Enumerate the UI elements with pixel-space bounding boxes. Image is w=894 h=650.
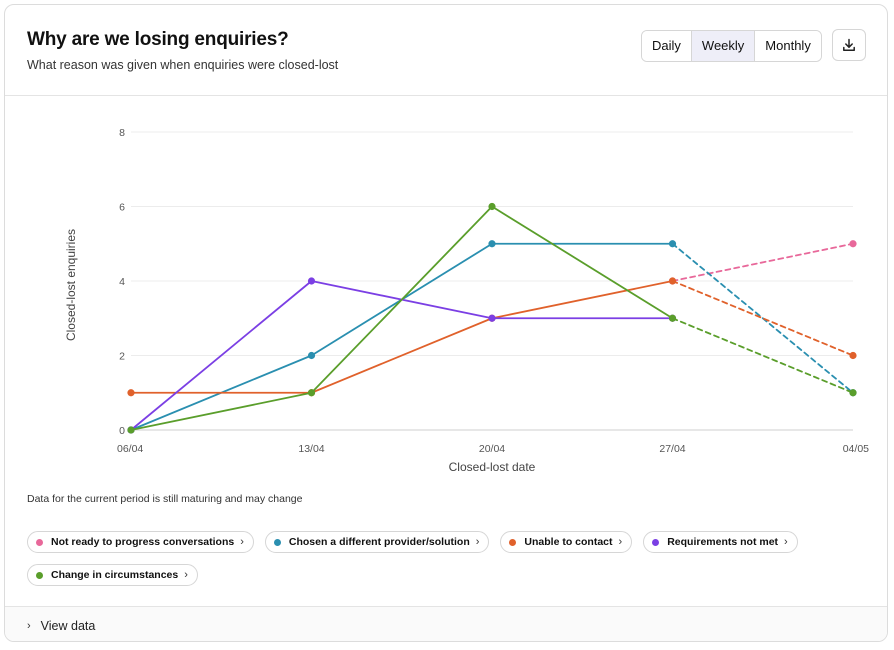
series-4-segment — [310, 205, 493, 394]
legend-swatch — [36, 571, 43, 579]
series-1-point — [668, 240, 677, 248]
series-4-segment — [130, 391, 313, 431]
chevron-right-icon: › — [240, 536, 244, 548]
y-tick-label: 0 — [119, 425, 125, 437]
series-2-segment — [671, 280, 854, 357]
period-monthly-button[interactable]: Monthly — [754, 31, 821, 61]
view-data-label: View data — [40, 618, 96, 633]
period-weekly-button[interactable]: Weekly — [690, 31, 755, 61]
series-2-point — [127, 389, 135, 397]
legend-swatch — [509, 538, 517, 546]
legend-label: Requirements not met — [667, 536, 779, 548]
period-toggle: Daily Weekly Monthly — [641, 30, 822, 62]
series-4-point — [668, 314, 677, 322]
y-axis-title: Closed-lost enquiries — [64, 229, 78, 341]
x-tick-label: 13/04 — [298, 443, 324, 455]
legend-swatch — [273, 538, 281, 546]
x-tick-label: 27/04 — [659, 443, 685, 455]
legend-label: Unable to contact — [524, 536, 613, 548]
chevron-right-icon: › — [784, 536, 788, 548]
chevron-right-icon: › — [618, 536, 623, 548]
series-2-point — [849, 351, 857, 360]
series-4-point — [127, 426, 135, 434]
series-3-segment — [130, 280, 313, 431]
download-button[interactable] — [832, 29, 866, 61]
series-0-point — [849, 240, 857, 248]
header-divider — [5, 95, 887, 96]
series-1-segment — [671, 242, 854, 394]
series-4-point — [307, 389, 316, 397]
y-tick-label: 2 — [119, 351, 125, 363]
series-2-point — [668, 277, 677, 285]
download-icon — [843, 38, 855, 51]
legend-label: Chosen a different provider/solution — [288, 536, 470, 548]
x-tick-label: 06/04 — [117, 443, 143, 455]
legend-swatch — [652, 538, 660, 546]
x-axis-title: Closed-lost date — [449, 460, 536, 474]
series-2-segment — [491, 280, 674, 320]
legend-label: Change in circumstances — [51, 569, 179, 581]
y-tick-label: 6 — [119, 202, 125, 214]
series-3-point — [307, 277, 316, 285]
series-4-segment — [671, 317, 854, 394]
chart-title: Why are we losing enquiries? — [27, 29, 289, 50]
view-data-toggle[interactable]: › View data — [5, 606, 887, 641]
series-1-point — [488, 240, 496, 248]
series-3-point — [488, 314, 496, 322]
legend-item[interactable]: Change in circumstances › — [27, 564, 198, 586]
series-1-point — [307, 351, 316, 360]
legend-label: Not ready to progress conversations — [51, 536, 235, 548]
x-tick-label: 04/05 — [843, 443, 869, 455]
y-tick-label: 8 — [119, 127, 125, 139]
x-tick-label: 20/04 — [479, 443, 505, 455]
series-4-point — [849, 389, 857, 397]
chevron-right-icon: › — [184, 569, 188, 581]
legend-item[interactable]: Unable to contact › — [500, 531, 633, 553]
chart-card: Why are we losing enquiries? What reason… — [4, 4, 888, 642]
period-daily-button[interactable]: Daily — [642, 31, 691, 61]
legend: Not ready to progress conversations › Chos… — [27, 531, 847, 586]
chevron-right-icon: › — [475, 536, 480, 548]
legend-item[interactable]: Requirements not met › — [643, 531, 798, 553]
legend-item[interactable]: Not ready to progress conversations › — [27, 531, 254, 553]
y-tick-label: 4 — [119, 276, 125, 288]
maturing-note: Data for the current period is still mat… — [27, 493, 303, 505]
legend-item[interactable]: Chosen a different provider/solution › — [264, 531, 490, 553]
chevron-right-icon: › — [27, 619, 31, 632]
chart-subtitle: What reason was given when enquiries wer… — [27, 58, 339, 72]
series-2-segment — [310, 317, 493, 394]
line-chart: 0 2 4 6 8 06/04 13/04 20/04 27/04 04/05 Closed-los… — [64, 127, 869, 474]
legend-swatch — [36, 538, 43, 546]
series-4-point — [488, 202, 496, 211]
series-0-segment — [671, 242, 854, 282]
series-4-segment — [491, 205, 674, 320]
